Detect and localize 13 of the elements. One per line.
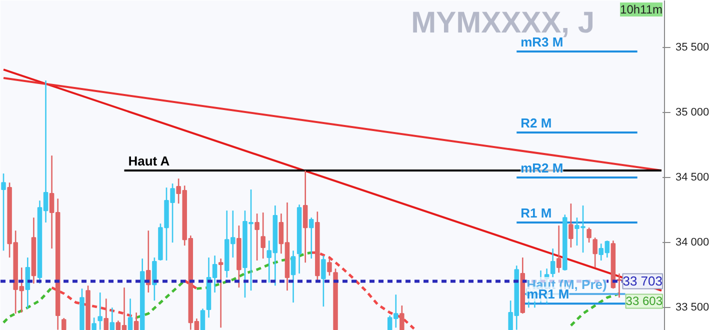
annotation: 10h11m [620,2,663,16]
ref-line-label: 33 703 [622,274,663,289]
annotation: 33 603 [626,294,663,308]
y-tick-label: 34 500 [676,172,710,184]
y-tick-label: 33 500 [676,302,710,314]
series-label: Haut A [128,154,170,169]
series-label: mR3 M [520,34,564,50]
series-label: R2 M [520,116,552,131]
y-tick-label: 35 500 [676,41,710,54]
y-tick-label: 35 000 [676,106,710,118]
series-label: mR2 M [520,160,564,176]
series-label: R1 M [520,206,552,221]
y-tick-label: 34 000 [676,236,710,249]
